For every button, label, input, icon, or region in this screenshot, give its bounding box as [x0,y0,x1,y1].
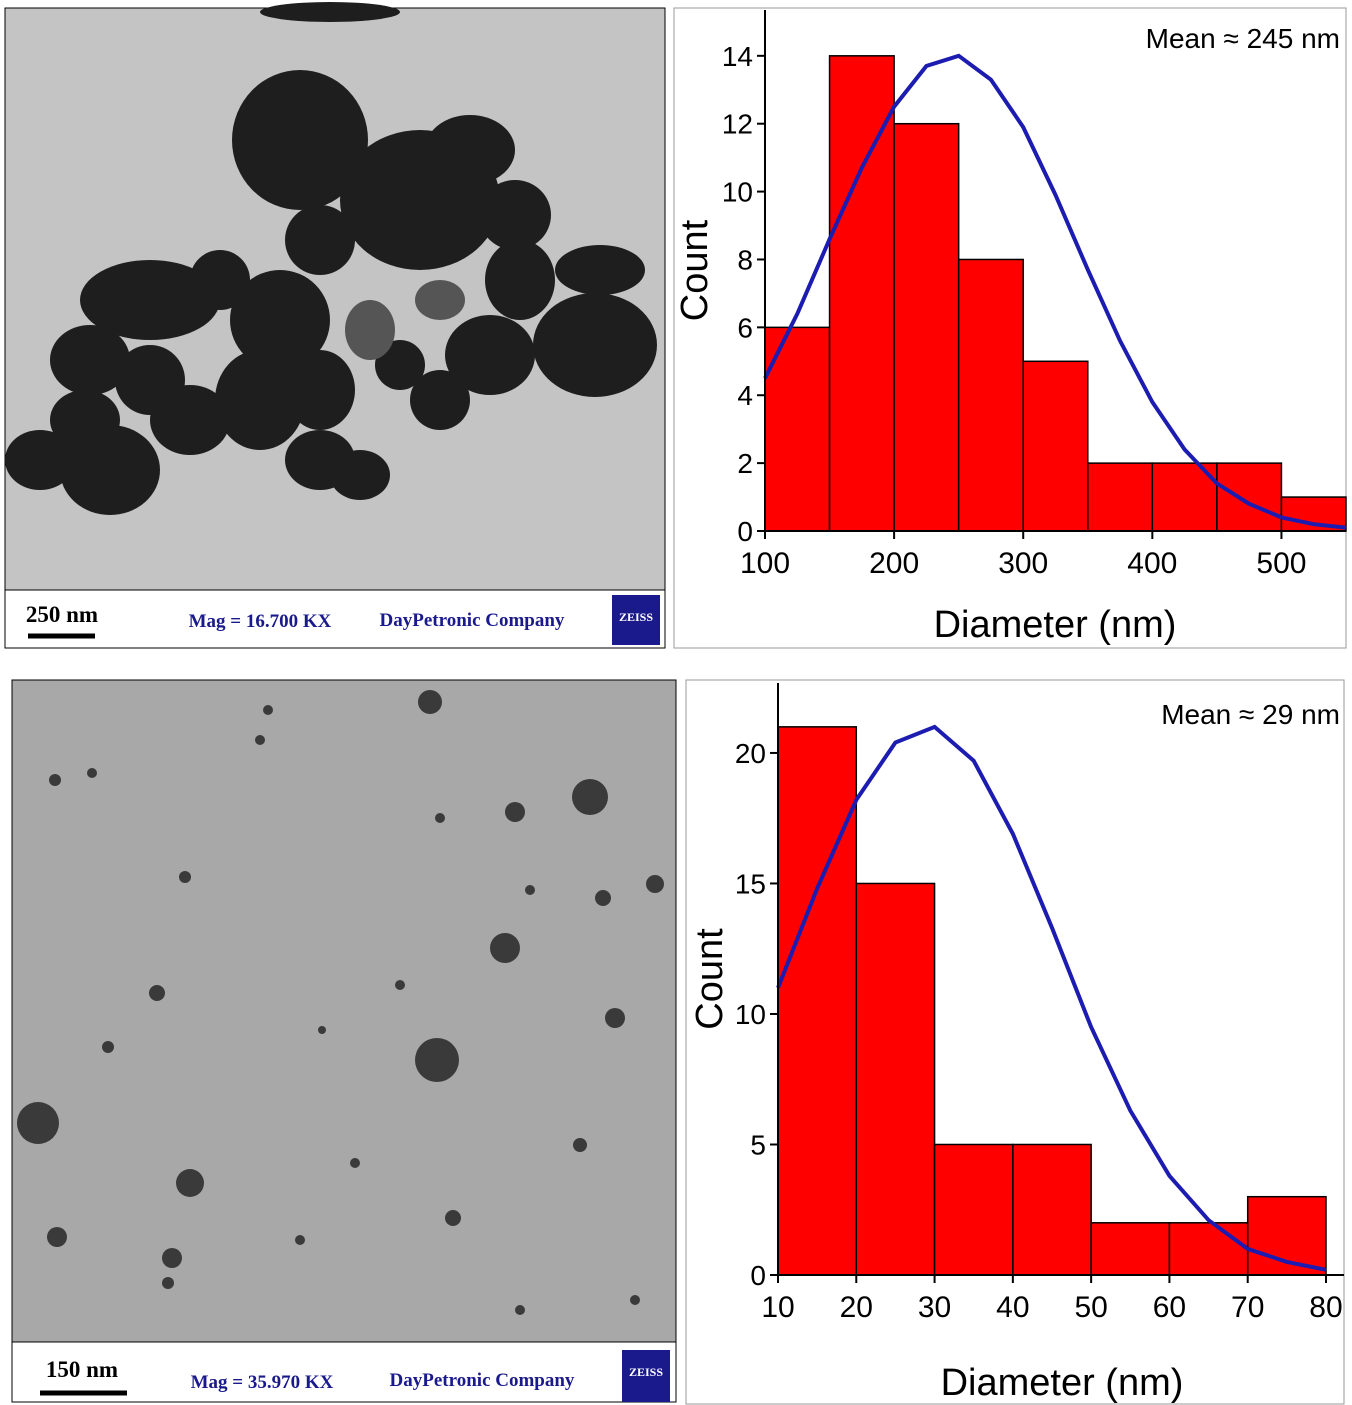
company: DayPetronic Company [390,1370,575,1391]
scale-label: 250 nm [26,602,98,627]
fit-curve [776,724,1327,1272]
bar [1168,1222,1249,1276]
y-tick-label: 15 [735,868,766,899]
bar [1090,1222,1171,1276]
y-tick-label: 6 [737,312,753,343]
annotation: Mean ≈ 245 nm [1146,23,1340,54]
x-tick-label: 80 [1309,1291,1342,1324]
bar [1087,462,1154,532]
x-axis-title: Diameter (nm) [934,604,1177,646]
bar [957,258,1024,532]
y-tick-label: 4 [737,380,753,411]
magnification: Mag = 16.700 KX [189,611,332,632]
y-axis-title: Count [689,928,731,1030]
panel-frame [685,679,1345,1405]
x-tick-label: 50 [1074,1291,1107,1324]
company: DayPetronic Company [380,610,565,631]
tem-image: 150 nm Mag = 35.970 KX DayPetronic Compa… [11,679,677,1403]
x-tick-label: 40 [996,1291,1029,1324]
bar [893,122,960,532]
magnification: Mag = 35.970 KX [191,1372,334,1393]
bar [777,726,858,1276]
x-tick-label: 30 [918,1291,951,1324]
brand: ZEISS [629,1365,663,1379]
tem-image: 250 nm Mag = 16.700 KX DayPetronic Compa… [4,2,666,649]
x-tick-label: 70 [1231,1291,1264,1324]
x-tick-label: 20 [840,1291,873,1324]
y-tick-label: 20 [735,738,766,769]
y-tick-label: 8 [737,244,753,275]
x-tick-label: 300 [998,547,1048,580]
annotation: Mean ≈ 29 nm [1161,699,1340,730]
x-tick-label: 10 [761,1291,794,1324]
y-tick-label: 5 [750,1129,766,1160]
y-tick-label: 2 [737,448,753,479]
y-tick-label: 0 [750,1260,766,1291]
panel-frame [673,7,1347,649]
brand: ZEISS [619,610,653,624]
scale-label: 150 nm [46,1357,118,1382]
y-tick-label: 12 [722,109,753,140]
bar [1022,360,1089,532]
y-axis-title: Count [674,219,716,321]
x-tick-label: 200 [869,547,919,580]
bar [855,882,936,1276]
y-tick-label: 10 [735,999,766,1030]
x-tick-label: 500 [1256,547,1306,580]
x-tick-label: 100 [740,547,790,580]
bar [933,1143,1014,1276]
y-tick-label: 10 [722,177,753,208]
x-axis-title: Diameter (nm) [941,1362,1184,1404]
y-tick-label: 14 [722,41,753,72]
fit-curve [763,53,1347,530]
y-tick-label: 0 [737,516,753,547]
bar [1012,1143,1092,1276]
x-tick-label: 400 [1127,547,1177,580]
x-tick-label: 60 [1153,1291,1186,1324]
bar [1216,462,1283,532]
